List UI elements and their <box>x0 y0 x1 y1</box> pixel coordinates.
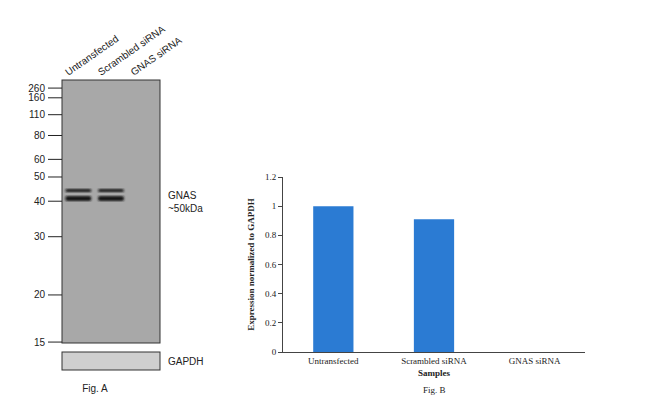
svg-text:Untransfected: Untransfected <box>308 356 359 366</box>
svg-text:0: 0 <box>272 347 277 357</box>
svg-text:0.8: 0.8 <box>265 230 277 240</box>
svg-text:15: 15 <box>34 337 46 348</box>
svg-text:50: 50 <box>34 171 46 182</box>
svg-text:GNAS siRNA: GNAS siRNA <box>129 34 184 77</box>
svg-text:GAPDH: GAPDH <box>168 356 204 367</box>
svg-text:40: 40 <box>34 196 46 207</box>
svg-text:Fig. A: Fig. A <box>82 383 108 394</box>
svg-text:GNAS: GNAS <box>168 190 197 201</box>
svg-text:160: 160 <box>28 92 45 103</box>
svg-text:30: 30 <box>34 231 46 242</box>
svg-text:Samples: Samples <box>418 368 451 378</box>
svg-text:Scrambled siRNA: Scrambled siRNA <box>401 356 467 366</box>
svg-text:0.2: 0.2 <box>265 318 276 328</box>
svg-text:260: 260 <box>28 82 45 94</box>
svg-text:GNAS siRNA: GNAS siRNA <box>509 356 561 366</box>
svg-text:1.2: 1.2 <box>265 172 276 182</box>
svg-text:Expression normalized to GAPDH: Expression normalized to GAPDH <box>246 198 256 331</box>
svg-text:60: 60 <box>34 154 46 165</box>
svg-text:~50kDa: ~50kDa <box>168 203 203 214</box>
svg-text:80: 80 <box>34 130 46 141</box>
svg-text:20: 20 <box>34 289 46 300</box>
svg-text:Untransfected: Untransfected <box>63 33 120 78</box>
svg-text:1: 1 <box>272 201 277 211</box>
svg-text:Scrambled siRNA: Scrambled siRNA <box>95 23 167 78</box>
svg-text:0.6: 0.6 <box>265 260 277 270</box>
svg-text:0.4: 0.4 <box>265 289 277 299</box>
svg-text:Fig. B: Fig. B <box>423 385 446 395</box>
svg-text:110: 110 <box>29 109 45 120</box>
